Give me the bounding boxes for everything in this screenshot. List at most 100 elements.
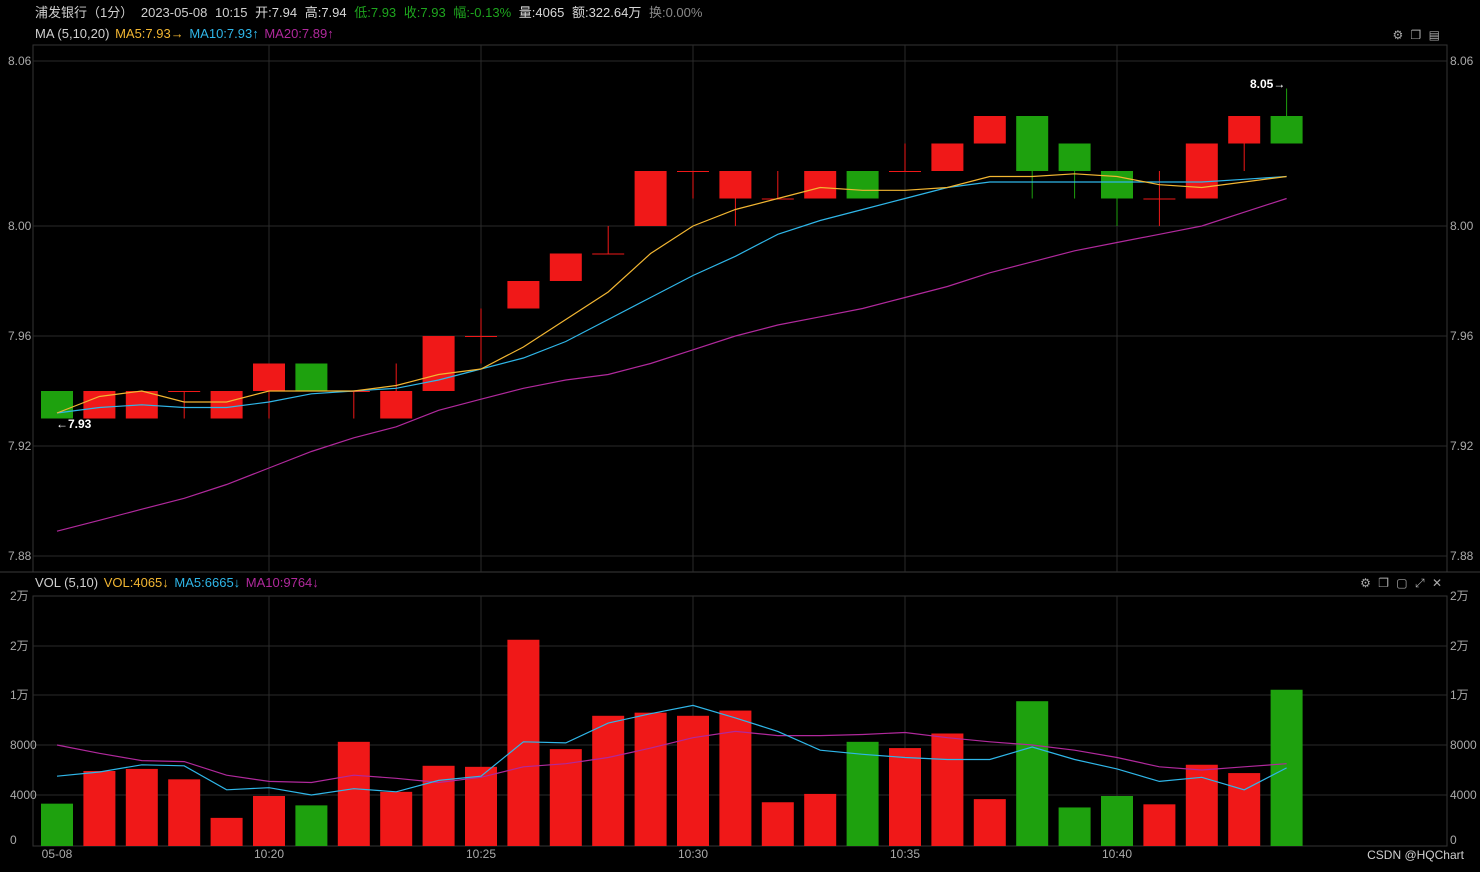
- volume-bar: [465, 766, 497, 846]
- volume-bar: [253, 796, 285, 846]
- price-axis-label-right: 8.00: [1450, 219, 1474, 233]
- volume-bar: [83, 771, 116, 846]
- low-price-marker: ←7.93: [56, 417, 92, 431]
- ma-legend-label: MA (5,10,20): [35, 26, 110, 41]
- high-price-marker: 8.05→: [1250, 77, 1285, 91]
- ma10-value: MA10:7.93↑: [189, 26, 259, 41]
- ma20-value: MA20:7.89↑: [264, 26, 334, 41]
- change-percent: 幅:-0.13%: [453, 5, 512, 20]
- candle-body: [677, 171, 709, 172]
- volume-bar: [1143, 804, 1176, 846]
- export-icon[interactable]: ▤: [1428, 28, 1442, 42]
- price-axis-label-left: 8.06: [8, 54, 32, 68]
- volume-axis-label-right: 4000: [1450, 788, 1477, 802]
- volume-bar: [931, 733, 964, 846]
- candle-body: [507, 281, 540, 309]
- volume-bar: [804, 793, 837, 846]
- candle-body: [41, 391, 73, 419]
- candle-body: [719, 171, 752, 199]
- x-tick-label: 10:25: [466, 847, 496, 861]
- volume-axis-label-right: 0: [1450, 833, 1457, 847]
- price-axis-label-left: 7.96: [8, 329, 32, 343]
- candle-body: [1143, 198, 1176, 200]
- copy-icon[interactable]: ❐: [1410, 28, 1424, 42]
- vol-legend: VOL (5,10) VOL:4065↓ MA5:6665↓ MA10:9764…: [35, 575, 321, 590]
- settings-icon[interactable]: ⚙: [1392, 28, 1406, 42]
- volume-axis-label-right: 1万: [1450, 688, 1469, 702]
- watermark: CSDN @HQChart: [1367, 848, 1464, 862]
- expand-icon[interactable]: ⤢: [1414, 576, 1427, 590]
- candle-body: [592, 253, 625, 255]
- volume-ma5-line: [56, 704, 1287, 796]
- candle-body: [1228, 116, 1261, 144]
- volume-axis-label-left: 4000: [10, 788, 37, 802]
- ma20-line: [56, 197, 1287, 532]
- window-icon[interactable]: ▢: [1396, 576, 1410, 590]
- x-tick-label: 10:20: [254, 847, 284, 861]
- volume-bar: [549, 749, 582, 846]
- x-tick-label: 05-08: [42, 847, 73, 861]
- candle-body: [1101, 171, 1133, 199]
- x-tick-label: 10:30: [678, 847, 708, 861]
- vol-value: VOL:4065↓: [103, 575, 169, 590]
- volume-bar: [41, 803, 73, 846]
- volume-bar: [889, 748, 921, 846]
- candle-body: [973, 116, 1006, 144]
- settings-icon[interactable]: ⚙: [1360, 576, 1373, 590]
- volume-bar: [1228, 773, 1261, 846]
- candle-body: [1185, 143, 1218, 199]
- volume-bar: [507, 639, 540, 846]
- volume-axis-label-left: 1万: [10, 688, 29, 702]
- price-axis-label-left: 7.92: [8, 439, 32, 453]
- candle-body: [1016, 116, 1049, 171]
- close-icon[interactable]: ✕: [1431, 576, 1444, 590]
- volume-axis-label-right: 8000: [1450, 738, 1477, 752]
- ma-legend: MA (5,10,20) MA5:7.93→ MA10:7.93↑ MA20:7…: [35, 26, 336, 41]
- volume-bar: [1270, 689, 1303, 846]
- candle-body: [253, 363, 285, 391]
- open-price: 开:7.94: [255, 5, 298, 20]
- volume-axis-label-left: 8000: [10, 738, 37, 752]
- candle-body: [931, 143, 964, 171]
- volume-bar: [1058, 807, 1091, 846]
- volume-axis-label-left: 2万: [10, 589, 29, 603]
- copy-icon[interactable]: ❐: [1378, 576, 1391, 590]
- candle-body: [168, 391, 201, 392]
- price-axis-label-right: 7.92: [1450, 439, 1474, 453]
- volume-bar: [677, 715, 709, 846]
- volume-ma10-line: [56, 730, 1287, 784]
- ma10-line: [56, 175, 1287, 414]
- candle-body: [634, 171, 667, 226]
- volume-bar: [1016, 701, 1049, 846]
- volume-axis-label-left: 2万: [10, 639, 29, 653]
- candle-body: [549, 253, 582, 281]
- ma5-line: [56, 173, 1287, 414]
- volume-bar: [210, 817, 243, 846]
- quote-date: 2023-05-08: [140, 5, 208, 20]
- candle-body: [804, 171, 837, 199]
- volume-bar: [634, 712, 667, 846]
- amount-value: 额:322.64万: [571, 5, 642, 20]
- candle-body: [465, 336, 497, 337]
- low-price: 低:7.93: [354, 5, 397, 20]
- price-axis-label-left: 7.88: [8, 549, 32, 563]
- ma5-value: MA5:7.93→: [115, 26, 184, 41]
- price-axis-label-right: 8.06: [1450, 54, 1474, 68]
- vol-ma10-value: MA10:9764↓: [245, 575, 319, 590]
- candle-body: [380, 391, 413, 419]
- volume-bar: [295, 805, 328, 846]
- x-tick-label: 10:40: [1102, 847, 1132, 861]
- volume-bar: [125, 768, 158, 846]
- volume-bar: [1101, 796, 1133, 846]
- main-chart-toolbar: ⚙ ❐ ▤: [1392, 28, 1442, 42]
- price-axis-label-right: 7.88: [1450, 549, 1474, 563]
- volume-bar: [973, 799, 1006, 846]
- volume-value: 量:4065: [518, 5, 565, 20]
- volume-bar: [168, 779, 201, 846]
- volume-bar: [422, 765, 455, 846]
- candle-body: [1058, 143, 1091, 171]
- vol-chart-toolbar: ⚙ ❐ ▢ ⤢ ✕: [1360, 576, 1444, 591]
- vol-ma5-value: MA5:6665↓: [174, 575, 241, 590]
- candle-body: [210, 391, 243, 419]
